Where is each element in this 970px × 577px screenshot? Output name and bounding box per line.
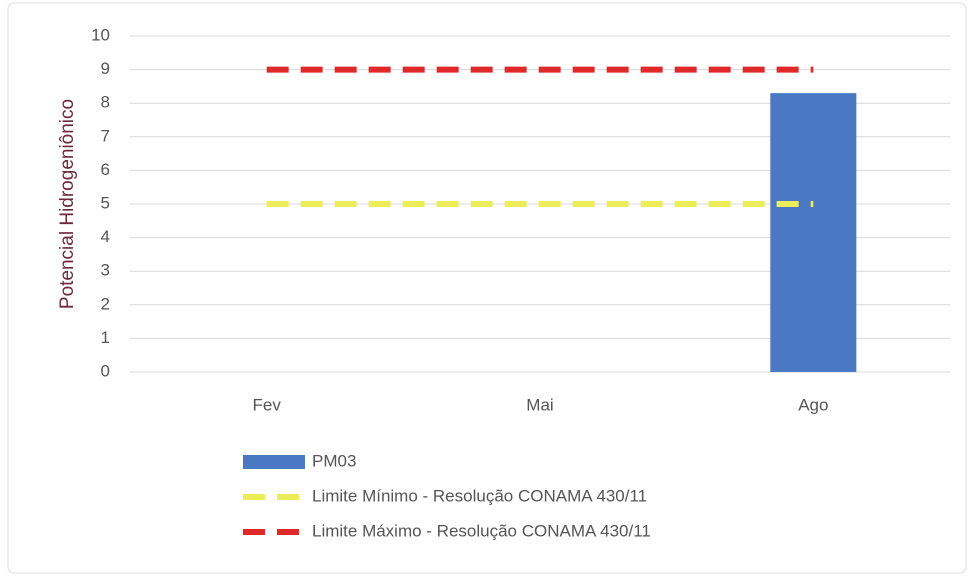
y-tick-label: 4 (101, 227, 110, 246)
legend-label: Limite Máximo - Resolução CONAMA 430/11 (312, 521, 651, 540)
y-tick-label: 7 (101, 126, 110, 145)
y-tick-label: 2 (101, 294, 110, 313)
y-tick-label: 3 (101, 261, 110, 280)
legend-label: PM03 (312, 451, 356, 470)
chart-frame (7, 2, 967, 574)
y-tick-label: 10 (91, 25, 110, 44)
bar (770, 93, 857, 373)
legend-label: Limite Mínimo - Resolução CONAMA 430/11 (312, 486, 647, 505)
y-axis-label: Potencial Hidrogeniônico (57, 99, 78, 309)
y-tick-label: 1 (101, 328, 110, 347)
y-tick-label: 8 (101, 93, 110, 112)
y-tick-label: 5 (101, 193, 110, 212)
x-tick-label: Ago (798, 395, 828, 414)
y-tick-label: 0 (101, 361, 110, 380)
x-tick-label: Fev (252, 395, 281, 414)
legend-swatch (243, 455, 305, 469)
y-tick-label: 6 (101, 160, 110, 179)
y-tick-label: 9 (101, 59, 110, 78)
x-tick-label: Mai (526, 395, 553, 414)
